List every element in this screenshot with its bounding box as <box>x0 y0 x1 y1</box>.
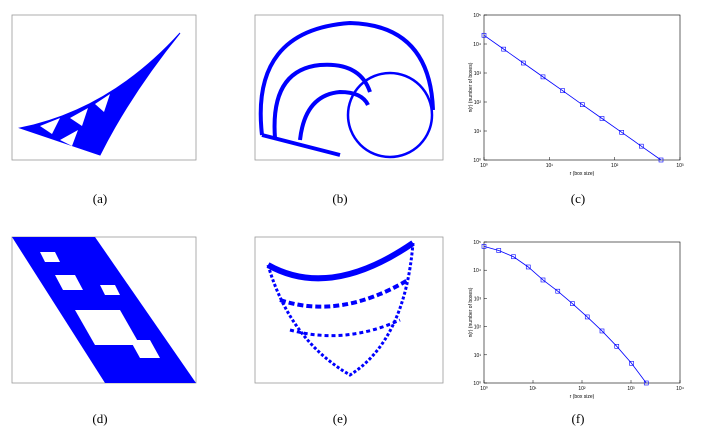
panel-label: (d) <box>92 411 107 426</box>
fractal-d <box>12 237 196 383</box>
data-marker <box>570 301 575 306</box>
panel-label: (c) <box>571 191 585 206</box>
y-tick-label: 10⁵ <box>473 13 481 19</box>
x-tick-label: 10² <box>611 163 619 169</box>
data-marker <box>658 157 664 163</box>
data-marker <box>511 254 516 260</box>
data-marker <box>501 46 506 52</box>
y-axis-label: n(r) (number of boxes) <box>468 287 474 337</box>
panel-label: (b) <box>332 191 347 206</box>
y-tick-label: 10² <box>474 100 482 106</box>
fractal-e <box>266 240 415 377</box>
x-tick-label: 10¹ <box>529 386 537 392</box>
fractal-b <box>258 20 435 159</box>
panel-frame <box>11 236 197 384</box>
panel-label: (f) <box>572 411 585 426</box>
y-tick-label: 10³ <box>474 71 482 77</box>
y-tick-label: 10⁰ <box>473 381 481 387</box>
y-tick-label: 10³ <box>474 296 482 302</box>
y-tick-label: 10¹ <box>474 129 482 135</box>
data-marker <box>643 380 649 386</box>
data-marker <box>614 344 620 349</box>
y-tick-label: 10⁴ <box>473 42 481 48</box>
data-marker <box>555 288 561 294</box>
data-marker <box>540 74 546 80</box>
panel-label: (a) <box>93 191 107 206</box>
x-tick-label: 10⁰ <box>480 163 488 169</box>
y-tick-label: 10¹ <box>474 353 482 359</box>
x-tick-label: 10² <box>578 386 586 392</box>
data-marker <box>580 102 585 107</box>
x-tick-label: 10⁴ <box>676 386 684 392</box>
data-marker <box>481 32 487 38</box>
data-line <box>483 34 662 161</box>
data-marker <box>560 88 565 94</box>
panel-frame <box>11 14 197 161</box>
data-marker <box>619 130 624 135</box>
data-marker <box>525 264 531 270</box>
data-marker <box>599 328 605 334</box>
y-tick-label: 10² <box>474 325 482 331</box>
data-line <box>483 245 647 384</box>
plot-frame <box>483 14 681 161</box>
data-marker <box>540 277 546 283</box>
data-marker <box>629 360 634 366</box>
y-tick-label: 10⁰ <box>473 158 481 164</box>
x-axis-label: r (box size) <box>570 171 595 177</box>
x-tick-label: 10³ <box>676 163 684 169</box>
x-axis-label: r (box size) <box>570 394 595 400</box>
y-axis-label: n(r) (number of boxes) <box>468 62 474 112</box>
x-tick-label: 10⁰ <box>480 386 488 392</box>
y-tick-label: 10⁴ <box>473 268 481 274</box>
fractal-a <box>18 32 181 156</box>
data-marker <box>496 248 502 253</box>
panel-frame <box>254 236 444 384</box>
data-marker <box>481 244 487 249</box>
y-tick-label: 10⁵ <box>473 240 481 246</box>
data-marker <box>599 116 605 121</box>
data-marker <box>584 314 590 320</box>
panel-label: (e) <box>333 411 347 426</box>
panel-frame <box>254 14 444 161</box>
x-tick-label: 10¹ <box>546 163 554 169</box>
x-tick-label: 10³ <box>627 386 635 392</box>
data-marker <box>639 143 644 149</box>
data-marker <box>521 60 526 66</box>
